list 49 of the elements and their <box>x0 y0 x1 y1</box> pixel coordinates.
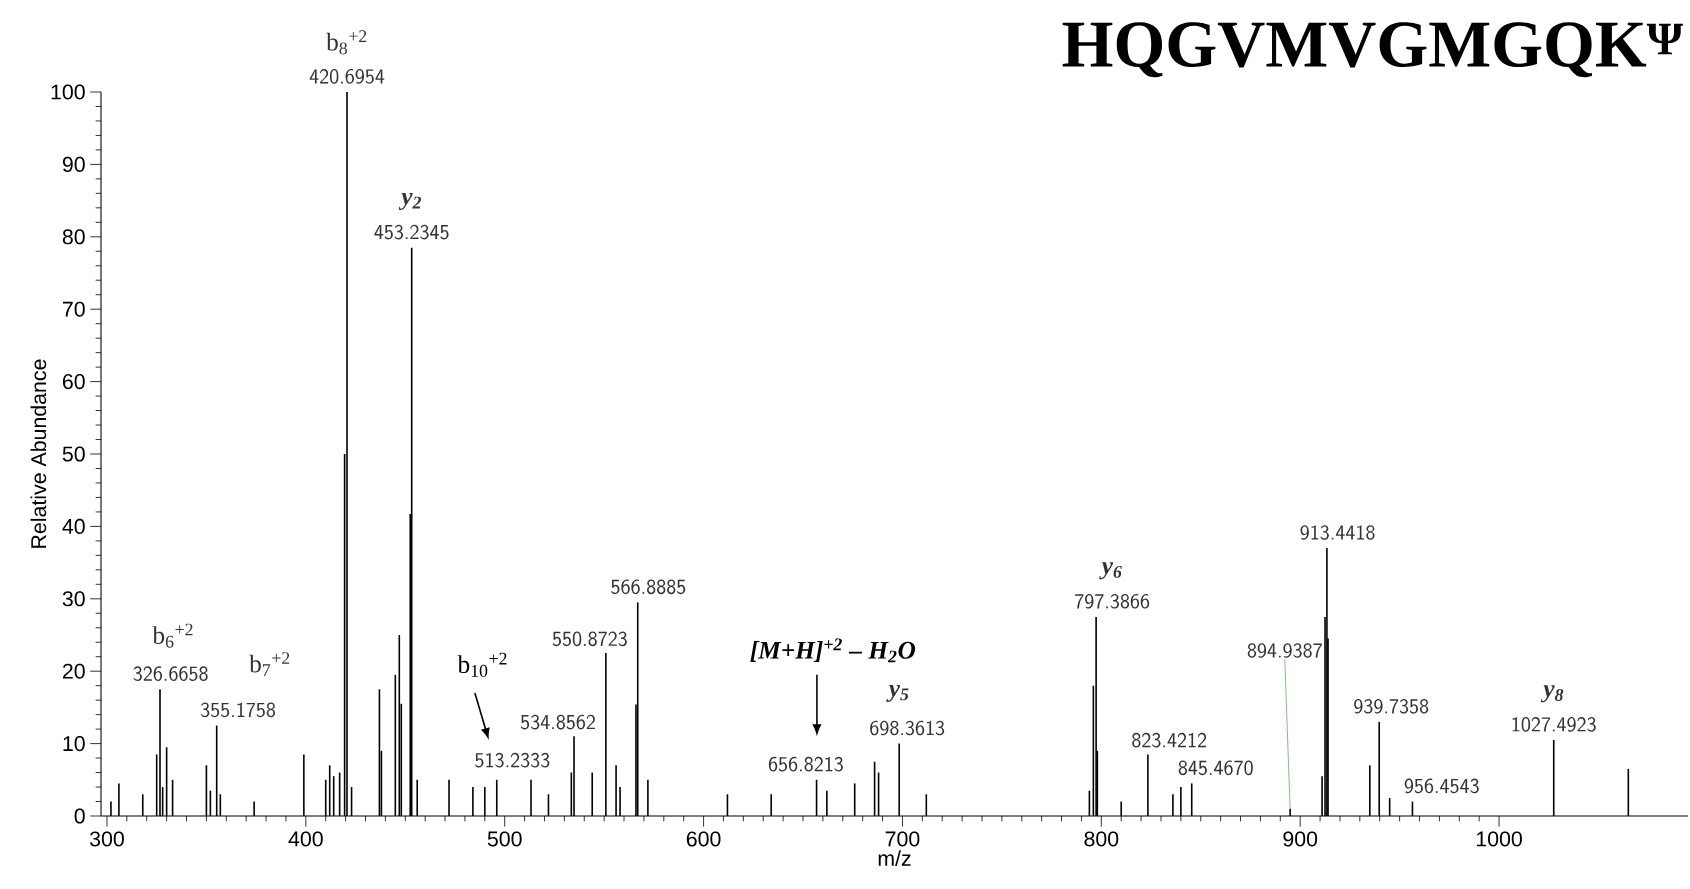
annotation: 420.6954 <box>309 69 385 84</box>
annotation: 513.2333 <box>475 752 550 768</box>
annotation: 956.4543 <box>1404 778 1479 794</box>
annotation: b$_{6}$+2 <box>152 623 193 648</box>
annotation: 656.8213 <box>768 756 843 772</box>
annotation: 355.1758 <box>200 702 276 718</box>
annotation: 797.3866 <box>1075 593 1150 609</box>
annotation: 550.8723 <box>552 631 627 647</box>
x-axis-title: m/z <box>878 850 911 866</box>
annotation: 698.3613 <box>870 720 945 736</box>
annotation: 913.4418 <box>1300 525 1375 540</box>
annotation: 845.4670 <box>1178 760 1253 776</box>
x-tick-label: 400 <box>288 831 323 847</box>
annotation: y$_{6}$ <box>1099 562 1122 580</box>
x-tick-label: 600 <box>686 831 721 847</box>
annotation: 939.7358 <box>1354 698 1429 714</box>
annotation: y$_{2}$ <box>398 192 422 211</box>
annotation: 453.2345 <box>374 224 449 240</box>
annotation: b$_{8}$+2 <box>326 30 367 55</box>
y-tick-label: 30 <box>62 591 85 607</box>
y-tick-label: 10 <box>63 736 85 752</box>
chart-title: HQGVMVGMGQK$^{Ψ}$ <box>1062 22 1683 78</box>
y-tick-label: 0 <box>74 808 85 824</box>
annotation: y$_{5}$ <box>886 684 909 702</box>
annotation: 1027.4923 <box>1512 717 1596 732</box>
y-tick-label: 40 <box>62 518 85 534</box>
x-tick-label: 1000 <box>1476 831 1522 847</box>
y-tick-label: 90 <box>62 156 85 172</box>
x-tick-label: 300 <box>89 831 124 847</box>
annotation: y$_{8}$ <box>1540 685 1564 703</box>
annotation: 894.9387 <box>1247 643 1322 658</box>
annotation: b$_{7}$+2 <box>249 652 290 676</box>
x-tick-label: 700 <box>885 831 920 847</box>
annotation: 566.8885 <box>611 579 686 595</box>
annotation: 823.4212 <box>1132 732 1207 748</box>
y-tick-label: 50 <box>62 446 85 462</box>
x-tick-label: 800 <box>1084 831 1119 847</box>
y-tick-label: 60 <box>62 374 85 390</box>
y-tick-label: 100 <box>51 84 85 100</box>
annotation: [M+H]$^{+2}$ – H$_{2}$O <box>750 638 916 663</box>
y-tick-label: 70 <box>62 301 85 317</box>
annotation: 534.8562 <box>520 714 595 730</box>
annotation: b$_{10}$+2 <box>457 652 507 677</box>
y-tick-label: 20 <box>62 663 85 679</box>
y-axis-title: Relative Abundance <box>30 359 47 548</box>
y-tick-label: 80 <box>62 229 85 245</box>
x-tick-label: 900 <box>1283 831 1318 847</box>
annotation: 326.6658 <box>133 666 208 682</box>
x-tick-label: 500 <box>487 831 522 847</box>
